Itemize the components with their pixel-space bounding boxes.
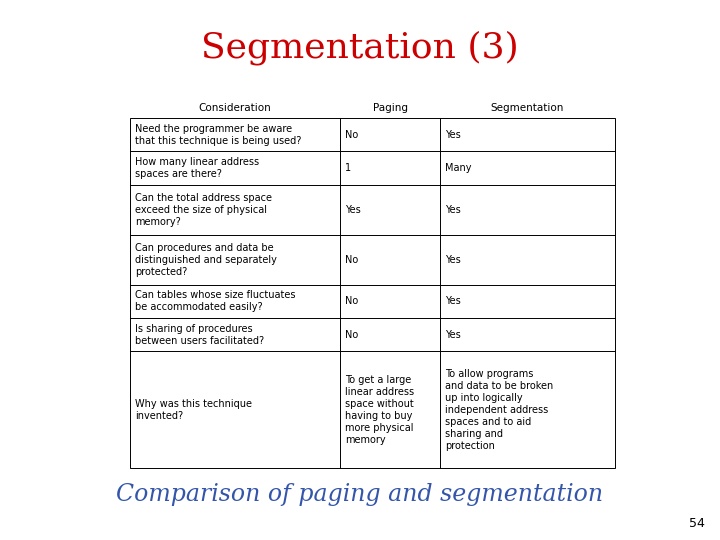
Text: Consideration: Consideration	[199, 103, 271, 113]
Text: Segmentation (3): Segmentation (3)	[201, 31, 519, 65]
Text: Can procedures and data be
distinguished and separately
protected?: Can procedures and data be distinguished…	[135, 242, 277, 276]
Text: Yes: Yes	[345, 205, 361, 215]
Bar	[130, 118, 615, 468]
Text: To allow programs
and data to be broken
up into logically
independent address
sp: To allow programs and data to be broken …	[445, 369, 553, 451]
Text: To get a large
linear address
space without
having to buy
more physical
memory: To get a large linear address space with…	[345, 375, 414, 444]
Text: No: No	[345, 296, 359, 306]
Text: Yes: Yes	[445, 329, 461, 340]
Text: Yes: Yes	[445, 130, 461, 140]
Text: 1: 1	[345, 163, 351, 173]
Text: Can the total address space
exceed the size of physical
memory?: Can the total address space exceed the s…	[135, 193, 272, 227]
Text: Yes: Yes	[445, 255, 461, 265]
Text: Yes: Yes	[445, 296, 461, 306]
Text: Segmentation: Segmentation	[491, 103, 564, 113]
Text: Comparison of paging and segmentation: Comparison of paging and segmentation	[117, 483, 603, 507]
Text: No: No	[345, 255, 359, 265]
Text: Can tables whose size fluctuates
be accommodated easily?: Can tables whose size fluctuates be acco…	[135, 291, 295, 312]
Text: No: No	[345, 329, 359, 340]
Text: How many linear address
spaces are there?: How many linear address spaces are there…	[135, 157, 259, 179]
Text: No: No	[345, 130, 359, 140]
Text: Many: Many	[445, 163, 472, 173]
Text: Why was this technique
invented?: Why was this technique invented?	[135, 399, 252, 421]
Text: 54: 54	[689, 517, 705, 530]
Text: Paging: Paging	[372, 103, 408, 113]
Text: Is sharing of procedures
between users facilitated?: Is sharing of procedures between users f…	[135, 323, 264, 346]
Text: Need the programmer be aware
that this technique is being used?: Need the programmer be aware that this t…	[135, 124, 302, 146]
Text: Yes: Yes	[445, 205, 461, 215]
